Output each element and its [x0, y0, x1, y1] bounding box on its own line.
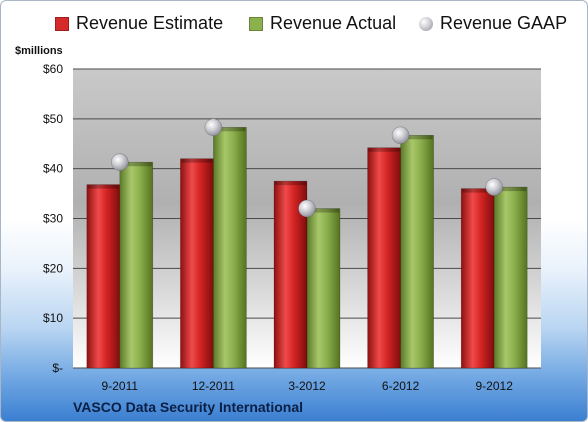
- revenue-actual-bar: [400, 134, 434, 369]
- revenue-estimate-bar: [367, 147, 401, 369]
- revenue-actual-bar-top: [401, 135, 433, 140]
- x-tick-label: 12-2011: [192, 379, 235, 393]
- revenue-estimate-bar-top: [275, 181, 306, 186]
- revenue-actual-bar-top: [120, 162, 152, 167]
- legend-bar-swatch: [249, 16, 263, 31]
- revenue-actual-bar: [493, 186, 528, 369]
- revenue-actual-bar: [213, 127, 247, 369]
- legend: Revenue Estimate Revenue Actual Revenue GA…: [1, 13, 587, 47]
- revenue-actual-bar-top: [495, 187, 527, 192]
- legend-item: Revenue GAAP: [419, 13, 567, 34]
- chart-title: VASCO Data Security International: [73, 399, 304, 415]
- legend-item: Revenue Estimate: [55, 13, 223, 34]
- legend-label: Revenue Estimate: [76, 13, 224, 33]
- x-tick-label: 3-2012: [288, 379, 326, 393]
- revenue-gaap-marker: [298, 199, 316, 218]
- revenue-actual-bar-top: [308, 208, 339, 213]
- revenue-estimate-bar-top: [368, 147, 400, 152]
- y-tick-label: $30: [43, 212, 63, 226]
- y-tick-label: $10: [43, 311, 63, 325]
- x-tick-label: 9-2012: [476, 379, 514, 393]
- y-tick-label: $-: [52, 361, 63, 375]
- revenue-estimate-bar-top: [87, 184, 119, 189]
- revenue-actual-bar: [306, 208, 341, 369]
- revenue-estimate-bar: [180, 158, 214, 369]
- y-axis-label: $millions: [15, 45, 63, 57]
- y-tick-label: $60: [43, 62, 63, 76]
- legend-label: Revenue GAAP: [440, 13, 568, 33]
- y-tick-label: $20: [43, 261, 63, 275]
- revenue-estimate-bar: [86, 184, 121, 369]
- legend-label: Revenue Actual: [270, 13, 397, 33]
- revenue-gaap-marker: [485, 178, 504, 196]
- x-tick-label: 6-2012: [382, 379, 420, 393]
- revenue-gaap-marker: [204, 118, 223, 137]
- revenue-estimate-bar-top: [462, 188, 494, 193]
- revenue-gaap-marker: [111, 153, 129, 171]
- legend-bar-swatch: [55, 16, 69, 31]
- revenue-estimate-bar-top: [181, 158, 213, 163]
- legend-item: Revenue Actual: [249, 13, 396, 34]
- y-tick-label: $40: [43, 162, 63, 176]
- y-tick-label: $50: [43, 112, 63, 126]
- legend-marker-swatch: [419, 16, 433, 31]
- revenue-gaap-marker: [391, 126, 410, 145]
- x-tick-label: 9-2011: [102, 379, 139, 393]
- revenue-estimate-bar: [460, 188, 495, 369]
- revenue-actual-bar: [119, 161, 154, 369]
- revenue-actual-bar-top: [214, 127, 246, 132]
